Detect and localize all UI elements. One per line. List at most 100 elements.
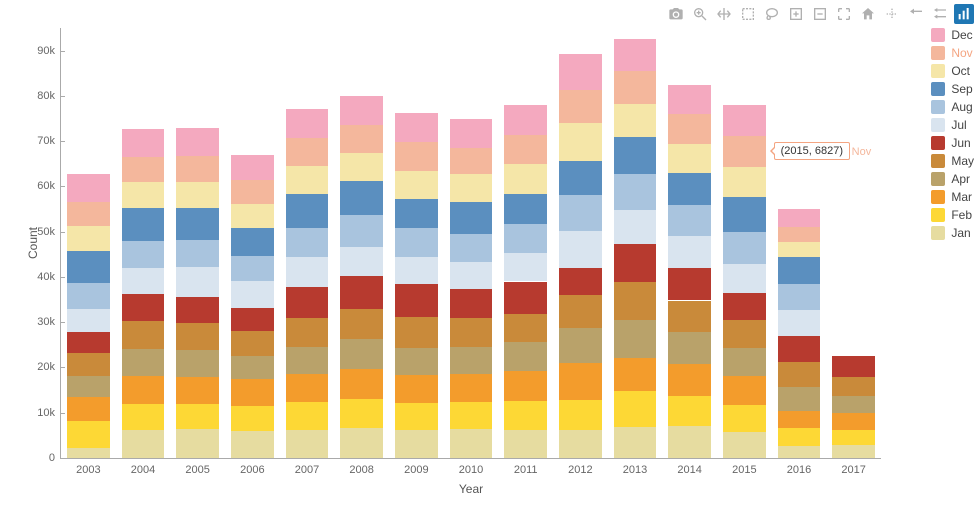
bar-segment-jan[interactable] — [286, 430, 329, 458]
bar-segment-jun[interactable] — [122, 294, 165, 321]
bar-segment-jan[interactable] — [832, 445, 875, 458]
bar-2009[interactable] — [395, 113, 438, 458]
bar-segment-apr[interactable] — [395, 348, 438, 375]
bar-segment-dec[interactable] — [395, 113, 438, 142]
bar-2006[interactable] — [231, 155, 274, 458]
bar-segment-feb[interactable] — [723, 405, 766, 432]
bar-segment-mar[interactable] — [723, 376, 766, 405]
bar-segment-nov[interactable] — [395, 142, 438, 171]
bar-segment-oct[interactable] — [504, 164, 547, 194]
bar-segment-aug[interactable] — [559, 195, 602, 230]
bar-segment-may[interactable] — [122, 321, 165, 349]
bar-segment-jul[interactable] — [286, 257, 329, 287]
bar-segment-apr[interactable] — [723, 348, 766, 375]
bar-segment-jun[interactable] — [614, 244, 657, 282]
bar-2005[interactable] — [176, 128, 219, 458]
bar-segment-aug[interactable] — [778, 284, 821, 309]
bar-segment-may[interactable] — [778, 362, 821, 387]
bar-segment-aug[interactable] — [614, 174, 657, 210]
legend-item-oct[interactable]: Oct — [931, 64, 974, 78]
bar-segment-dec[interactable] — [231, 155, 274, 180]
bar-segment-may[interactable] — [286, 318, 329, 347]
tool-zoom[interactable] — [690, 4, 710, 24]
bar-segment-aug[interactable] — [122, 241, 165, 268]
bar-segment-jul[interactable] — [176, 267, 219, 297]
legend-item-apr[interactable]: Apr — [931, 172, 974, 186]
bar-2017[interactable] — [832, 356, 875, 458]
tool-lasso[interactable] — [762, 4, 782, 24]
bar-segment-feb[interactable] — [778, 428, 821, 446]
bar-segment-jun[interactable] — [286, 287, 329, 318]
bar-segment-jun[interactable] — [340, 276, 383, 309]
bar-segment-dec[interactable] — [122, 129, 165, 157]
bar-segment-feb[interactable] — [176, 404, 219, 429]
bar-segment-may[interactable] — [668, 301, 711, 333]
bar-segment-may[interactable] — [723, 320, 766, 348]
bar-segment-sep[interactable] — [723, 197, 766, 231]
bar-segment-aug[interactable] — [231, 256, 274, 281]
bar-segment-nov[interactable] — [559, 90, 602, 123]
tool-reset[interactable] — [858, 4, 878, 24]
bar-segment-mar[interactable] — [176, 377, 219, 404]
bar-segment-feb[interactable] — [395, 403, 438, 430]
bar-segment-feb[interactable] — [340, 399, 383, 428]
bar-2012[interactable] — [559, 54, 602, 458]
bar-segment-apr[interactable] — [67, 376, 110, 398]
bar-segment-jul[interactable] — [668, 236, 711, 268]
bar-segment-sep[interactable] — [395, 199, 438, 228]
bar-segment-nov[interactable] — [122, 157, 165, 181]
bar-segment-jan[interactable] — [778, 446, 821, 458]
bar-segment-jul[interactable] — [723, 264, 766, 293]
bar-segment-jan[interactable] — [67, 448, 110, 458]
legend-item-jun[interactable]: Jun — [931, 136, 974, 150]
bar-2014[interactable] — [668, 85, 711, 458]
bar-segment-mar[interactable] — [122, 376, 165, 404]
tool-hover-closest[interactable] — [906, 4, 926, 24]
bar-segment-jun[interactable] — [504, 282, 547, 315]
bar-segment-nov[interactable] — [504, 135, 547, 164]
bar-2015[interactable] — [723, 105, 766, 458]
bar-segment-may[interactable] — [614, 282, 657, 320]
bar-segment-oct[interactable] — [395, 171, 438, 199]
legend-item-nov[interactable]: Nov — [931, 46, 974, 60]
bar-segment-dec[interactable] — [559, 54, 602, 89]
bar-segment-nov[interactable] — [286, 138, 329, 166]
tool-box-select[interactable] — [738, 4, 758, 24]
bar-segment-dec[interactable] — [723, 105, 766, 136]
bar-segment-mar[interactable] — [395, 375, 438, 403]
bar-segment-jul[interactable] — [450, 262, 493, 289]
bar-segment-may[interactable] — [395, 317, 438, 348]
bar-segment-mar[interactable] — [67, 397, 110, 421]
bar-segment-dec[interactable] — [286, 109, 329, 138]
bar-segment-oct[interactable] — [122, 182, 165, 208]
bar-segment-jan[interactable] — [504, 430, 547, 458]
bar-segment-mar[interactable] — [286, 374, 329, 402]
bar-segment-jun[interactable] — [67, 332, 110, 353]
tool-spikes[interactable] — [882, 4, 902, 24]
tool-zoom-out[interactable] — [810, 4, 830, 24]
bar-segment-may[interactable] — [231, 331, 274, 355]
legend-item-sep[interactable]: Sep — [931, 82, 974, 96]
bar-segment-dec[interactable] — [778, 209, 821, 227]
bar-segment-sep[interactable] — [176, 208, 219, 240]
bar-segment-dec[interactable] — [176, 128, 219, 156]
bar-segment-may[interactable] — [504, 314, 547, 342]
bar-segment-oct[interactable] — [231, 204, 274, 228]
bar-2008[interactable] — [340, 96, 383, 458]
bar-segment-feb[interactable] — [450, 402, 493, 429]
bar-segment-dec[interactable] — [614, 39, 657, 71]
bar-segment-nov[interactable] — [668, 114, 711, 144]
bar-segment-apr[interactable] — [450, 347, 493, 374]
bar-segment-sep[interactable] — [450, 202, 493, 234]
bar-segment-jan[interactable] — [176, 429, 219, 458]
bar-segment-jun[interactable] — [832, 356, 875, 378]
tool-pan[interactable] — [714, 4, 734, 24]
bar-segment-oct[interactable] — [614, 104, 657, 137]
bar-segment-jul[interactable] — [67, 309, 110, 333]
bar-segment-jul[interactable] — [504, 253, 547, 281]
bar-2003[interactable] — [67, 174, 110, 458]
bar-segment-nov[interactable] — [614, 71, 657, 104]
bar-segment-dec[interactable] — [450, 119, 493, 148]
bar-segment-nov[interactable] — [778, 227, 821, 241]
bar-segment-jul[interactable] — [778, 310, 821, 336]
